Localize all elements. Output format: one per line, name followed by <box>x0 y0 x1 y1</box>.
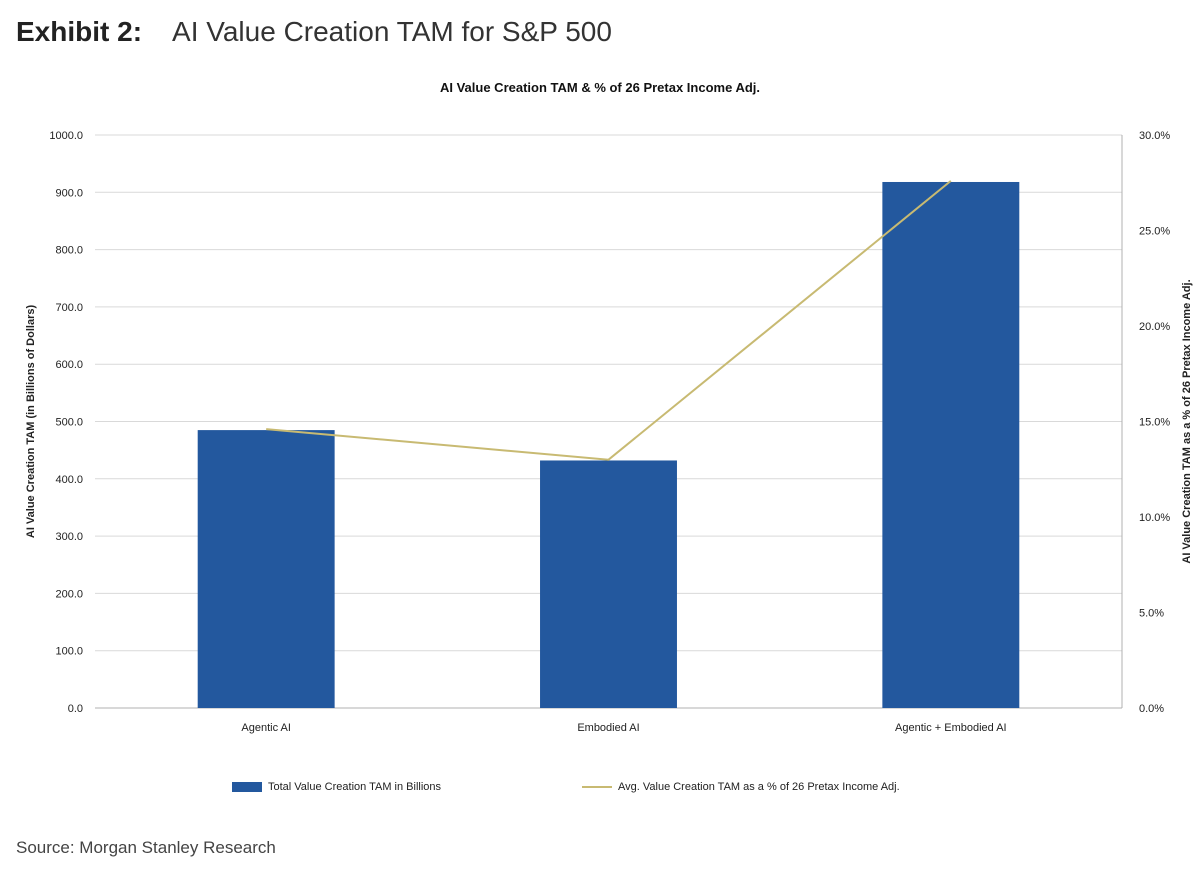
legend-bar-swatch <box>232 782 262 792</box>
y-tick-label: 100.0 <box>55 646 83 658</box>
exhibit-label: Exhibit 2: <box>16 16 143 47</box>
y-tick-label: 800.0 <box>55 245 83 257</box>
bar-1 <box>197 430 335 708</box>
legend-item-bars: Total Value Creation TAM in Billions <box>232 775 441 799</box>
y2-tick-label: 0.0% <box>1139 703 1164 715</box>
bar-2 <box>540 460 677 708</box>
y-tick-label: 900.0 <box>55 187 83 199</box>
y-tick-label: 0.0 <box>68 703 83 715</box>
y2-tick-label: 10.0% <box>1139 512 1170 524</box>
chart-title: AI Value Creation TAM & % of 26 Pretax I… <box>439 80 761 95</box>
y-tick-label: 700.0 <box>55 302 83 314</box>
legend-bar-label: Total Value Creation TAM in Billions <box>268 781 442 793</box>
exhibit-title: AI Value Creation TAM for S&P 500 <box>172 16 612 47</box>
y-tick-label: 400.0 <box>55 474 83 486</box>
y2-tick-label: 30.0% <box>1139 130 1170 142</box>
y-tick-label: 200.0 <box>55 588 83 600</box>
y-tick-label: 600.0 <box>55 359 83 371</box>
y2-tick-label: 15.0% <box>1139 417 1170 429</box>
y-tick-label: 500.0 <box>55 417 83 429</box>
x-tick-label: Embodied AI <box>577 722 639 734</box>
legend-line-label: Avg. Value Creation TAM as a % of 26 Pre… <box>618 781 900 793</box>
x-tick-label: Agentic + Embodied AI <box>895 722 1007 734</box>
y-tick-label: 1000.0 <box>49 130 83 142</box>
legend-line-swatch <box>582 786 612 788</box>
y2-axis-title: AI Value Creation TAM as a % of 26 Preta… <box>1181 279 1193 563</box>
exhibit-header: Exhibit 2: AI Value Creation TAM for S&P… <box>16 12 612 52</box>
line-series <box>266 180 952 461</box>
legend: Total Value Creation TAM in Billions Avg… <box>0 775 1200 799</box>
y-tick-label: 300.0 <box>55 531 83 543</box>
y-axis-title: AI Value Creation TAM (in Billions of Do… <box>25 305 37 539</box>
y2-tick-label: 25.0% <box>1139 226 1170 238</box>
x-tick-label: Agentic AI <box>241 722 291 734</box>
legend-item-line: Avg. Value Creation TAM as a % of 26 Pre… <box>582 775 900 799</box>
y2-tick-label: 5.0% <box>1139 608 1164 620</box>
y2-tick-label: 20.0% <box>1139 321 1170 333</box>
bar-3 <box>882 181 1020 709</box>
source-note: Source: Morgan Stanley Research <box>16 838 276 857</box>
